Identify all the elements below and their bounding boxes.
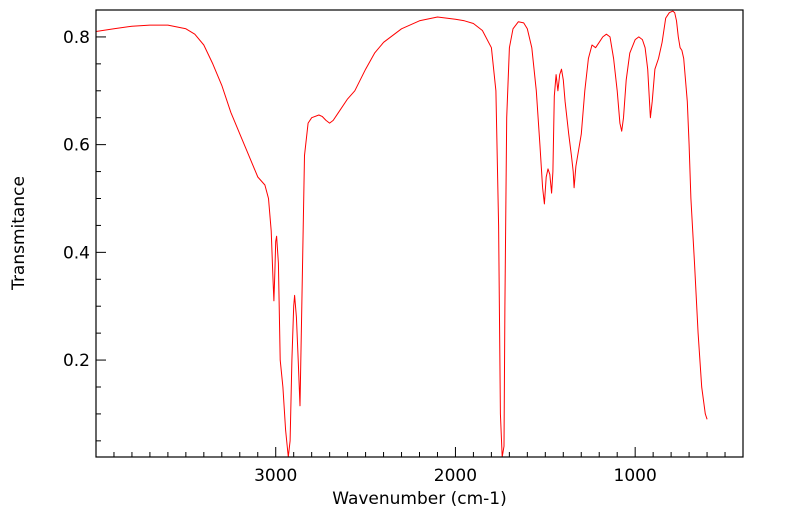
x-tick-label: 3000	[254, 466, 297, 486]
y-tick-label: 0.8	[63, 28, 90, 48]
y-tick-label: 0.2	[63, 351, 90, 371]
x-tick-label: 2000	[434, 466, 477, 486]
y-axis-tick-labels: 0.2 0.4 0.6 0.8	[63, 28, 90, 371]
y-tick-label: 0.6	[63, 136, 90, 156]
x-axis-ticks	[113, 447, 726, 457]
x-axis-tick-labels: 3000 2000 1000	[254, 466, 657, 486]
x-axis-title: Wavenumber (cm-1)	[332, 489, 507, 509]
y-tick-label: 0.4	[63, 243, 90, 263]
y-axis-ticks	[96, 36, 106, 442]
y-axis-title: Transmitance	[9, 176, 29, 291]
series-group	[95, 10, 708, 458]
plot-frame	[95, 9, 744, 458]
x-tick-label: 1000	[614, 466, 657, 486]
series-line-spectrum	[95, 10, 708, 458]
